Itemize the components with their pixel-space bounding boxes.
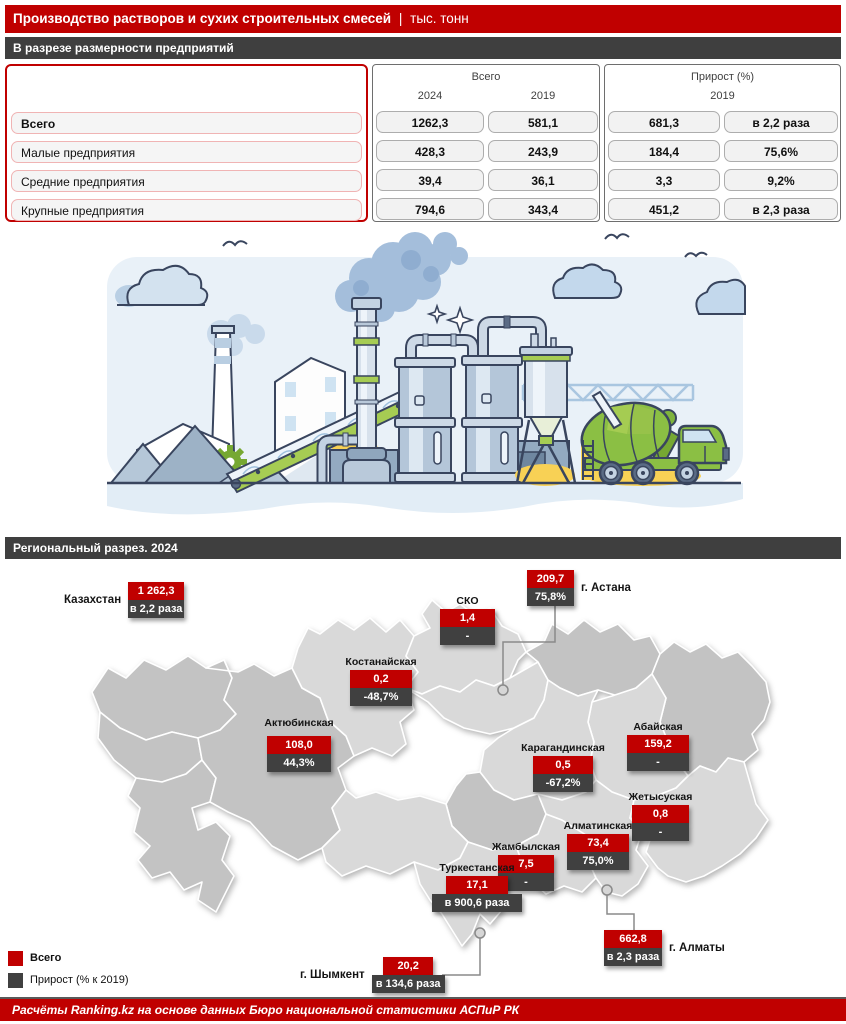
overhead-pipes <box>405 315 547 370</box>
map-label-kostanay: Костанайская 0,2 -48,7% <box>345 656 417 706</box>
page-title: Производство растворов и сухих строитель… <box>13 11 392 26</box>
table-row-label-medium: Средние предприятия <box>11 170 362 192</box>
ground-band <box>107 483 743 515</box>
table-row-label-total: Всего <box>11 112 362 134</box>
table-row-label-small: Малые предприятия <box>11 141 362 163</box>
table-cell: 681,3 <box>608 111 720 133</box>
astana-connector <box>502 604 556 685</box>
page-title-bar: Производство растворов и сухих строитель… <box>5 5 841 33</box>
cloud-far-right <box>695 278 746 315</box>
map-label-zhambyl: Жамбылская 7,5 - <box>492 841 560 891</box>
map-label-turkestan: Туркестанская 17,1 в 900,6 раза <box>432 862 522 912</box>
shymkent-connector <box>442 938 481 976</box>
table-cell: 75,6% <box>724 140 838 162</box>
table-cell: в 2,2 раза <box>724 111 838 133</box>
map-label-almaty-region: Алматинская 73,4 75,0% <box>564 820 632 870</box>
table-cell: 1262,3 <box>376 111 484 133</box>
table-cell: 36,1 <box>488 169 598 191</box>
column-group-growth: Прирост (%) <box>690 71 755 83</box>
table-cell: 184,4 <box>608 140 720 162</box>
map-label-almaty-city: 662,8 в 2,3 раза г. Алматы <box>604 930 725 966</box>
silo <box>515 333 577 486</box>
table-cell: 794,6 <box>376 198 484 220</box>
astana-pin-icon <box>497 684 509 696</box>
storage-tank-1 <box>394 357 456 483</box>
table-cell: 451,2 <box>608 198 720 220</box>
map-label-shymkent: г. Шымкент 20,2 в 134,6 раза <box>300 957 445 993</box>
table-row-label-large: Крупные предприятия <box>11 199 362 221</box>
table-cell: 581,1 <box>488 111 598 133</box>
table-total-block: Всего 2024 2019 1262,3 581,1 428,3 243,9… <box>372 64 600 222</box>
sparkle-icon <box>426 303 475 335</box>
cloud-right <box>552 263 623 299</box>
kazakhstan-map: Казахстан 1 262,3 в 2,2 раза 209,7 75,8%… <box>0 562 846 998</box>
legend-growth-swatch <box>8 972 23 988</box>
column-header-2019: 2019 <box>530 90 556 102</box>
title-units: тыс. тонн <box>410 11 469 26</box>
map-label-astana: 209,7 75,8% г. Астана <box>527 570 631 606</box>
map-label-aktobe: Актюбинская 108,0 44,3% <box>264 717 334 772</box>
section-title-regional: Региональный разрез. 2024 <box>5 537 841 559</box>
legend-growth: Прирост (% к 2019) <box>8 972 129 988</box>
smoke-shadow <box>353 250 439 296</box>
cloud-left <box>115 264 209 307</box>
legend-total: Всего <box>8 950 61 966</box>
mixer-truck <box>580 390 730 486</box>
map-label-sko: СКО 1,4 - <box>440 595 495 645</box>
column-header-growth-2019: 2019 <box>710 90 735 102</box>
table-cell: 39,4 <box>376 169 484 191</box>
table-row-labels-block: Всего Малые предприятия Средние предприя… <box>5 64 368 222</box>
map-label-kazakhstan: Казахстан 1 262,3 в 2,2 раза <box>64 582 185 618</box>
almaty-pin-icon <box>601 884 613 896</box>
column-group-total: Всего <box>471 71 501 83</box>
factory-illustration <box>107 232 746 515</box>
table-cell: 243,9 <box>488 140 598 162</box>
map-label-karaganda: Карагандинская 0,5 -67,2% <box>521 742 605 792</box>
birds-icon <box>222 233 708 258</box>
section-title-enterprise-size: В разрезе размерности предприятий <box>5 37 841 59</box>
table-cell: 428,3 <box>376 140 484 162</box>
footer-divider <box>0 997 846 999</box>
region-zhetysu <box>629 757 769 883</box>
table-growth-block: Прирост (%) 2019 681,3 в 2,2 раза 184,4 … <box>604 64 841 222</box>
map-pin-connectors <box>442 604 635 976</box>
map-label-zhetysu: Жетысуская 0,8 - <box>629 791 692 841</box>
main-pipe <box>316 297 391 484</box>
map-label-abay: Абайская 159,2 - <box>627 721 689 771</box>
table-cell: 3,3 <box>608 169 720 191</box>
column-header-2024: 2024 <box>417 90 443 102</box>
title-divider: | <box>398 11 403 26</box>
region-kyzylorda <box>321 789 469 877</box>
shymkent-pin-icon <box>474 927 486 939</box>
legend-total-swatch <box>8 950 23 966</box>
almaty-connector <box>606 895 635 930</box>
table-cell: в 2,3 раза <box>724 198 838 220</box>
footer-source: Расчёты Ranking.kz на основе данных Бюро… <box>0 999 846 1021</box>
table-cell: 9,2% <box>724 169 838 191</box>
truck-wheels <box>598 460 700 486</box>
storage-tank-2 <box>461 355 523 483</box>
table-cell: 343,4 <box>488 198 598 220</box>
